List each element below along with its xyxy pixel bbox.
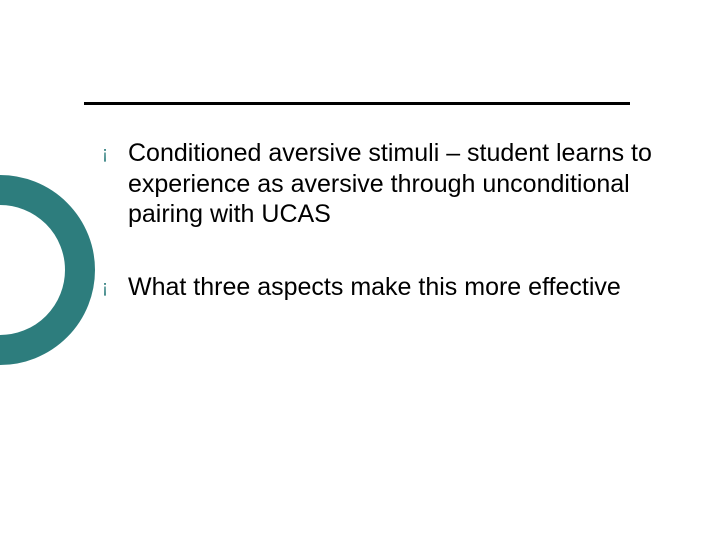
title-underline [84,102,630,105]
bullet-icon: ¡ [102,272,128,296]
bullet-icon: ¡ [102,138,128,162]
list-item-text: What three aspects make this more effect… [128,272,662,303]
list-item-text: Conditioned aversive stimuli – student l… [128,138,662,230]
body-content: ¡ Conditioned aversive stimuli – student… [102,138,662,344]
list-item: ¡ What three aspects make this more effe… [102,272,662,303]
list-item: ¡ Conditioned aversive stimuli – student… [102,138,662,230]
decorative-circle [0,175,95,365]
